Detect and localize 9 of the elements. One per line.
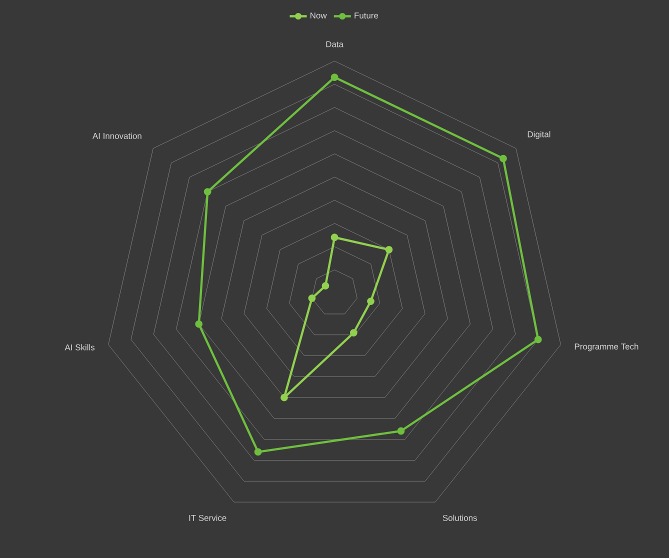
spoke-label: Data bbox=[326, 41, 344, 48]
spoke-label: AI Skills bbox=[64, 344, 95, 350]
spoke-label: IT Service bbox=[189, 514, 226, 521]
spoke-label: AI Innovation bbox=[92, 132, 142, 139]
spoke-label: Digital bbox=[528, 131, 550, 139]
legend-label: Future bbox=[354, 12, 378, 18]
spoke-label: Solutions bbox=[442, 514, 477, 521]
legend-label: Now bbox=[310, 12, 327, 18]
spoke-label: Programme Tech bbox=[574, 343, 638, 352]
